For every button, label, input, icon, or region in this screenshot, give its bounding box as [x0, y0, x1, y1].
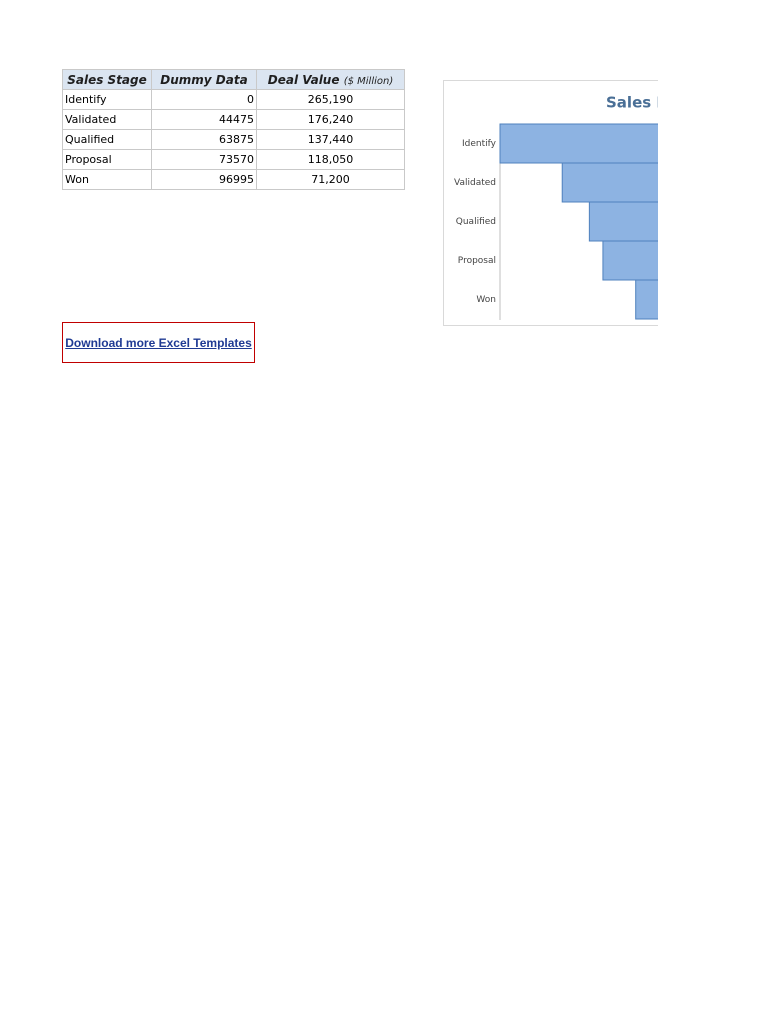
row: Proposal 73570 118,050: [62, 149, 405, 170]
category-label: Proposal: [458, 256, 496, 266]
cell: 137,440: [256, 129, 405, 150]
cell: 265,190: [256, 89, 405, 110]
header-text: Deal Value: [267, 72, 340, 87]
row: Validated 44475 176,240: [62, 109, 405, 130]
category-label: Won: [476, 295, 496, 305]
cell: 118,050: [256, 149, 405, 170]
bar: [635, 279, 658, 320]
cell: 176,240: [256, 109, 405, 130]
cell: 71,200: [256, 169, 405, 190]
header: Sales Stage: [62, 69, 152, 90]
header-unit: ($ Million): [343, 75, 394, 87]
cell: 73570: [151, 149, 257, 170]
cell: 0: [151, 89, 257, 110]
cell: Qualified: [62, 129, 152, 150]
cell: Identify: [62, 89, 152, 110]
data-table: Sales Stage Dummy Data Deal Value ($ Mil…: [62, 69, 405, 190]
chart-title: Sales Funnel: [606, 94, 658, 112]
cell: 63875: [151, 129, 257, 150]
cell: Won: [62, 169, 152, 190]
row: Identify 0 265,190: [62, 89, 405, 110]
header-row: Sales Stage Dummy Data Deal Value ($ Mil…: [62, 69, 405, 90]
cell: 44475: [151, 109, 257, 130]
row: Qualified 63875 137,440: [62, 129, 405, 150]
cell: Proposal: [62, 149, 152, 170]
header: Dummy Data: [151, 69, 257, 90]
cell: Validated: [62, 109, 152, 130]
category-label: Validated: [454, 178, 496, 188]
bar: [561, 162, 658, 203]
chart: Sales Funnel Identify Validated Qualified P…: [443, 80, 658, 326]
bar: [588, 201, 658, 242]
bar: [499, 123, 658, 164]
link-text[interactable]: Download more Excel Templates: [65, 335, 252, 350]
category-label: Identify: [462, 139, 497, 149]
bar: [602, 240, 658, 281]
download-link[interactable]: Download more Excel Templates: [62, 322, 255, 363]
row: Won 96995 71,200: [62, 169, 405, 190]
header: Deal Value ($ Million): [256, 69, 405, 90]
cell: 96995: [151, 169, 257, 190]
category-label: Qualified: [456, 217, 496, 227]
